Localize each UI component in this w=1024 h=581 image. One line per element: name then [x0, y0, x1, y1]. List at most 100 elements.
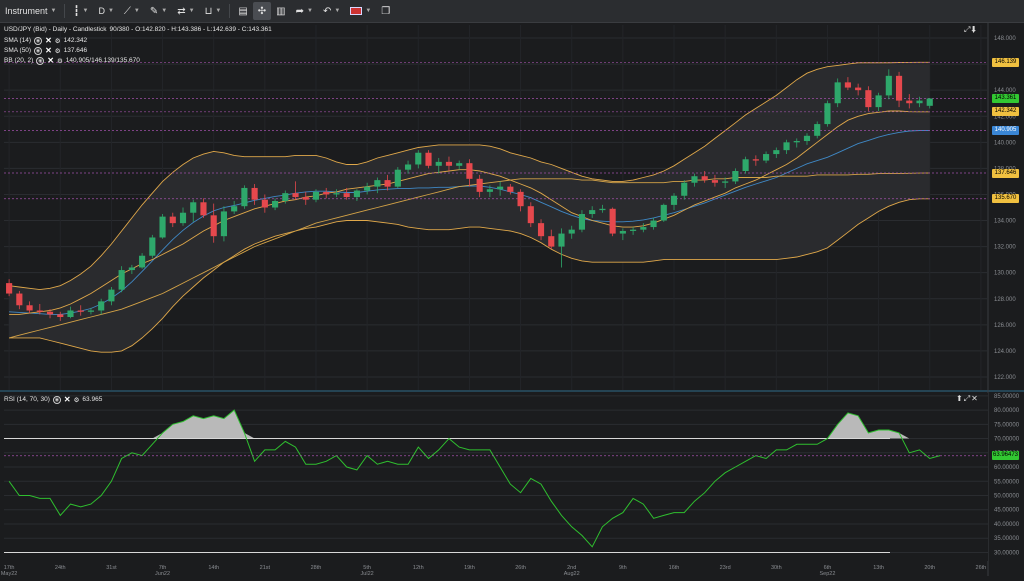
- bollinger-band-fill: [9, 62, 930, 353]
- crosshair-button[interactable]: ✣: [252, 2, 272, 20]
- price-tag-rsi: 63.96473: [992, 451, 1019, 461]
- candle-body: [650, 220, 657, 228]
- bucket-icon: ⊔: [204, 5, 213, 17]
- candle-body: [353, 190, 360, 198]
- chevron-down-icon: ▼: [107, 8, 114, 14]
- rsi-y-tick-label: 55.00000: [994, 479, 1020, 485]
- candle-body: [486, 189, 493, 192]
- arrow-up-icon[interactable]: ⬆: [956, 394, 964, 403]
- language-menu[interactable]: ▼: [345, 2, 376, 20]
- x-tick-sublabel: May22: [1, 571, 18, 576]
- expand-icon[interactable]: ⤢: [964, 25, 972, 34]
- chevron-down-icon: ▼: [334, 8, 341, 14]
- price-tag-close: 143.361: [992, 94, 1019, 103]
- candle-body: [384, 180, 391, 187]
- candle-body: [466, 163, 473, 179]
- candle-body: [660, 204, 667, 221]
- eye-icon[interactable]: ◉: [36, 56, 45, 65]
- candle-body: [711, 180, 718, 183]
- close-icon[interactable]: ✕: [45, 46, 52, 55]
- chevron-down-icon: ▼: [161, 8, 168, 14]
- rsi-y-tick-label: 70.00000: [994, 437, 1020, 443]
- undo-menu[interactable]: ↶ ▼: [318, 2, 345, 20]
- x-tick-label: 6th: [824, 565, 832, 571]
- candle-body: [691, 176, 698, 183]
- close-icon[interactable]: ✕: [47, 56, 54, 65]
- gear-icon[interactable]: ⚙: [73, 396, 80, 404]
- share-menu[interactable]: ➦ ▼: [291, 2, 318, 20]
- candle-body: [149, 237, 156, 256]
- legend-sma14: SMA (14) ◉ ✕ ⚙ 142.342: [4, 36, 87, 45]
- chevron-down-icon: ▼: [188, 8, 195, 14]
- candle-body: [609, 208, 616, 234]
- x-tick-label: 26th: [515, 565, 526, 571]
- rsi-y-tick-label: 30.00000: [994, 550, 1020, 556]
- price-tag-sma14: 142.342: [992, 107, 1019, 117]
- candle-body: [834, 82, 841, 104]
- y-tick-label: 126.000: [994, 323, 1016, 329]
- candle-body: [875, 95, 882, 108]
- candle-body: [312, 191, 320, 200]
- period-menu[interactable]: D ▼: [93, 2, 118, 20]
- toolbar-divider: [64, 4, 66, 18]
- close-icon[interactable]: ✕: [971, 394, 979, 403]
- x-tick-label: 12th: [413, 565, 424, 571]
- rsi-overbought-fill: [152, 410, 255, 439]
- popout-icon: ❐: [381, 5, 391, 17]
- popout-button[interactable]: ❐: [376, 2, 395, 20]
- candle-body: [77, 310, 84, 312]
- arrow-down-icon[interactable]: ⬇: [971, 25, 978, 34]
- bollinger-upper-line: [9, 61, 930, 291]
- candle-body: [814, 124, 821, 136]
- x-tick-label: 31st: [106, 565, 117, 571]
- candle-body: [415, 152, 422, 165]
- y-tick-label: 122.000: [994, 375, 1016, 381]
- candle-body: [589, 210, 596, 215]
- flag-uk-icon: [350, 7, 363, 15]
- candle-body: [67, 310, 74, 317]
- layout-icon: ▤: [238, 5, 248, 17]
- candle-body: [445, 161, 453, 166]
- delete-menu[interactable]: ⊔ ▼: [200, 2, 227, 20]
- candle-body: [6, 283, 13, 294]
- chart-area[interactable]: 122.000 124.000 126.000 128.000 130.000 132.0…: [0, 23, 1024, 577]
- chart-style-button[interactable]: ▥: [271, 2, 290, 20]
- expand-icon[interactable]: ⤢: [963, 394, 972, 403]
- candle-body: [200, 202, 207, 216]
- drawing-menu[interactable]: ✎ ▼: [145, 2, 172, 20]
- rsi-y-tick-label: 80.00000: [994, 408, 1020, 414]
- gear-icon[interactable]: ⚙: [56, 57, 63, 65]
- bollinger-lower-line: [9, 198, 930, 353]
- chart-svg[interactable]: 122.000 124.000 126.000 128.000 130.000 132.0…: [0, 23, 1024, 577]
- legend-sma14-value: 142.342: [63, 37, 88, 44]
- gear-icon[interactable]: ⚙: [54, 37, 61, 45]
- chart-type-menu[interactable]: ┇ ▼: [68, 2, 93, 20]
- close-icon[interactable]: ✕: [63, 395, 71, 404]
- instrument-menu[interactable]: Instrument ▼: [0, 2, 61, 20]
- eye-icon[interactable]: ◉: [52, 395, 61, 404]
- undo-icon: ↶: [322, 5, 332, 17]
- x-tick-label: 23rd: [720, 565, 731, 571]
- legend-bb-label: BB (20, 2): [4, 57, 34, 64]
- candle-body: [670, 195, 678, 205]
- tools-menu[interactable]: ⇄ ▼: [172, 2, 199, 20]
- eye-icon[interactable]: ◉: [34, 46, 43, 55]
- indicators-menu[interactable]: ⟋ ▼: [119, 2, 145, 20]
- chevron-down-icon: ▼: [133, 8, 140, 14]
- price-tag-bb-lower: 135.670: [992, 194, 1019, 204]
- close-icon[interactable]: ✕: [45, 36, 52, 45]
- candle-body: [87, 310, 95, 312]
- price-tag-sma50: 137.646: [992, 168, 1019, 178]
- layout-button[interactable]: ▤: [233, 2, 252, 20]
- candle-body: [98, 301, 105, 311]
- candle-body: [128, 267, 135, 271]
- rsi-y-tick-label: 60.00000: [994, 465, 1020, 471]
- rsi-y-tick-label: 85.00000: [994, 394, 1020, 400]
- legend-ohlc: 90/380 - O:142.820 - H:143.386 - L:142.6…: [109, 26, 272, 33]
- legend-main: USD/JPY (Bid) - Daily - Candlestick 90/3…: [4, 26, 272, 33]
- candle-body: [558, 233, 565, 247]
- eye-icon[interactable]: ◉: [34, 36, 43, 45]
- toolbar-divider: [229, 4, 231, 18]
- gear-icon[interactable]: ⚙: [54, 47, 61, 55]
- candle-body: [364, 186, 371, 191]
